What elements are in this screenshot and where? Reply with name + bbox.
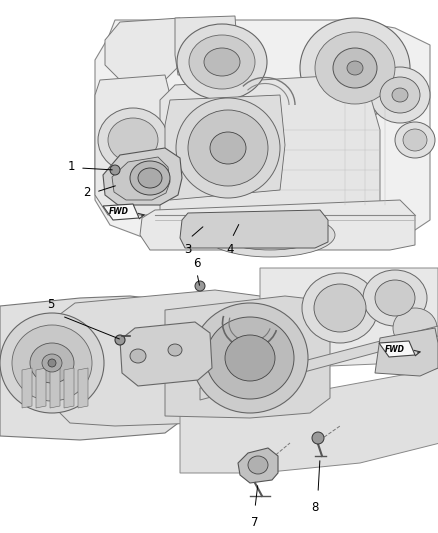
Ellipse shape [189,35,255,89]
Polygon shape [120,322,212,386]
Polygon shape [36,368,46,408]
Ellipse shape [363,270,427,326]
Polygon shape [160,75,380,238]
Ellipse shape [0,313,104,413]
Polygon shape [95,75,175,215]
Text: FWD: FWD [109,207,129,216]
Ellipse shape [138,168,162,188]
Polygon shape [0,268,438,533]
Ellipse shape [130,349,146,363]
Polygon shape [64,368,74,408]
Polygon shape [175,16,238,75]
Ellipse shape [42,354,62,372]
Text: 8: 8 [311,501,319,514]
Ellipse shape [248,456,268,474]
Ellipse shape [176,98,280,198]
Ellipse shape [314,284,366,332]
Polygon shape [55,290,270,426]
Polygon shape [379,341,415,357]
Polygon shape [140,200,415,250]
Polygon shape [50,368,60,408]
Polygon shape [112,157,170,200]
Text: FWD: FWD [385,344,405,353]
Ellipse shape [300,18,410,118]
Text: 4: 4 [226,243,234,256]
Polygon shape [78,368,88,408]
Ellipse shape [98,108,168,172]
Ellipse shape [195,281,205,291]
Ellipse shape [115,335,125,345]
Ellipse shape [110,165,120,175]
Polygon shape [180,210,328,248]
Ellipse shape [192,303,308,413]
Polygon shape [95,15,430,248]
Polygon shape [103,204,139,220]
Text: 6: 6 [193,257,201,270]
Ellipse shape [205,213,335,257]
Polygon shape [105,18,180,80]
Polygon shape [260,268,438,366]
Polygon shape [165,296,330,418]
Ellipse shape [312,432,324,444]
Ellipse shape [48,359,56,367]
Ellipse shape [225,335,275,381]
Ellipse shape [30,343,74,383]
Polygon shape [95,20,430,248]
Ellipse shape [220,220,320,250]
Polygon shape [0,296,185,440]
Polygon shape [103,148,182,205]
Ellipse shape [130,161,170,195]
Text: 7: 7 [251,516,259,529]
Ellipse shape [392,88,408,102]
Polygon shape [238,448,278,483]
Polygon shape [200,326,438,400]
Ellipse shape [206,317,294,399]
Text: 1: 1 [67,160,75,174]
Ellipse shape [375,280,415,316]
Text: 3: 3 [184,243,192,256]
Ellipse shape [315,32,395,104]
Polygon shape [22,368,32,408]
Ellipse shape [347,61,363,75]
Polygon shape [375,328,438,376]
Ellipse shape [108,118,158,162]
Ellipse shape [302,273,378,343]
Polygon shape [180,368,438,473]
Text: 5: 5 [48,298,55,311]
Ellipse shape [210,132,246,164]
Polygon shape [0,273,438,408]
Ellipse shape [177,24,267,100]
Text: 2: 2 [84,187,91,199]
Polygon shape [165,95,285,200]
Ellipse shape [395,122,435,158]
Ellipse shape [380,77,420,113]
Ellipse shape [168,344,182,356]
Ellipse shape [370,67,430,123]
Ellipse shape [12,325,92,401]
Ellipse shape [403,129,427,151]
Ellipse shape [204,48,240,76]
Ellipse shape [333,48,377,88]
Ellipse shape [393,308,437,348]
Ellipse shape [188,110,268,186]
